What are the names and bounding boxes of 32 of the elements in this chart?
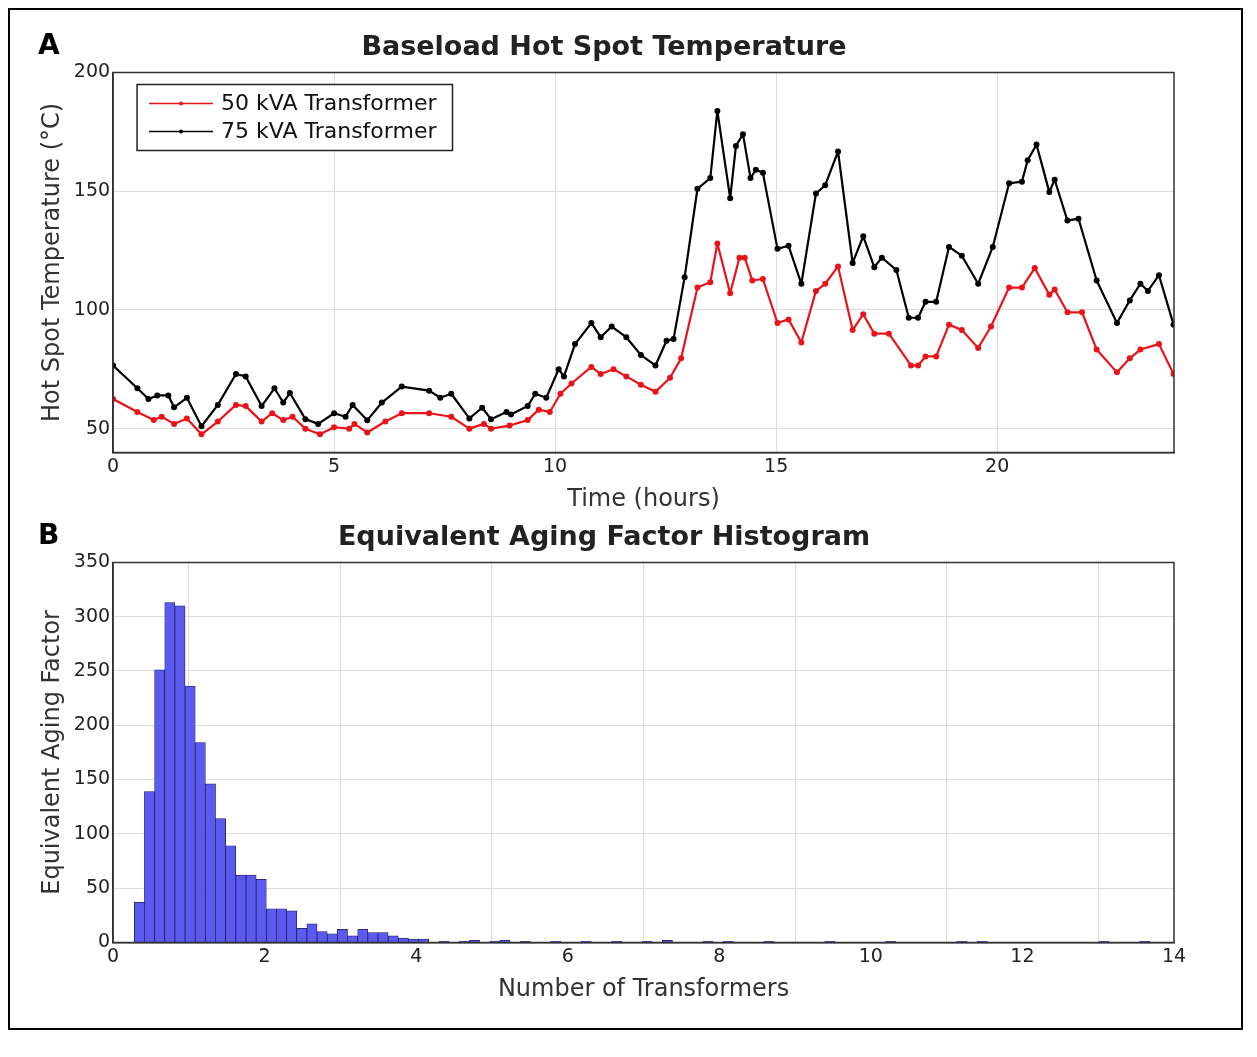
x-tick-label: 15 (764, 453, 789, 476)
y-axis-title: Equivalent Aging Factor (36, 609, 65, 895)
y-tick-label: 50 (85, 875, 111, 898)
y-tick-label: 350 (73, 549, 111, 572)
text: A (38, 28, 60, 61)
y-axis-title: Hot Spot Temperature (°C) (36, 102, 65, 422)
y-tick-label: 150 (73, 178, 111, 201)
x-tick-label: 10 (858, 943, 883, 966)
x-tick-label: 8 (713, 943, 726, 966)
y-tick-label: 200 (73, 712, 111, 735)
x-tick-label: 10 (543, 453, 568, 476)
y-tick-label: 250 (73, 657, 111, 680)
x-tick-label: 6 (561, 943, 574, 966)
y-tick-label: 300 (73, 603, 111, 626)
legend-label: 75 kVA Transformer (221, 118, 438, 144)
x-tick-label: 12 (1010, 943, 1035, 966)
legend-label: 50 kVA Transformer (221, 90, 438, 116)
x-axis-title: Time (hours) (566, 483, 720, 512)
chart-title: Baseload Hot Spot Temperature (361, 30, 847, 62)
y-tick-label: 100 (73, 296, 111, 319)
y-tick-label: 150 (73, 766, 111, 789)
y-tick-label: 200 (73, 59, 111, 82)
x-tick-label: 2 (258, 943, 271, 966)
y-tick-label: 100 (73, 820, 111, 843)
x-tick-label: 5 (328, 453, 341, 476)
x-tick-label: 4 (410, 943, 423, 966)
text: B (38, 518, 60, 551)
chart-title: Equivalent Aging Factor Histogram (337, 520, 871, 552)
x-axis-title: Number of Transformers (497, 973, 790, 1002)
x-tick-label: 14 (1161, 943, 1187, 966)
x-tick-label: 20 (985, 453, 1010, 476)
y-tick-label: 50 (85, 415, 111, 438)
